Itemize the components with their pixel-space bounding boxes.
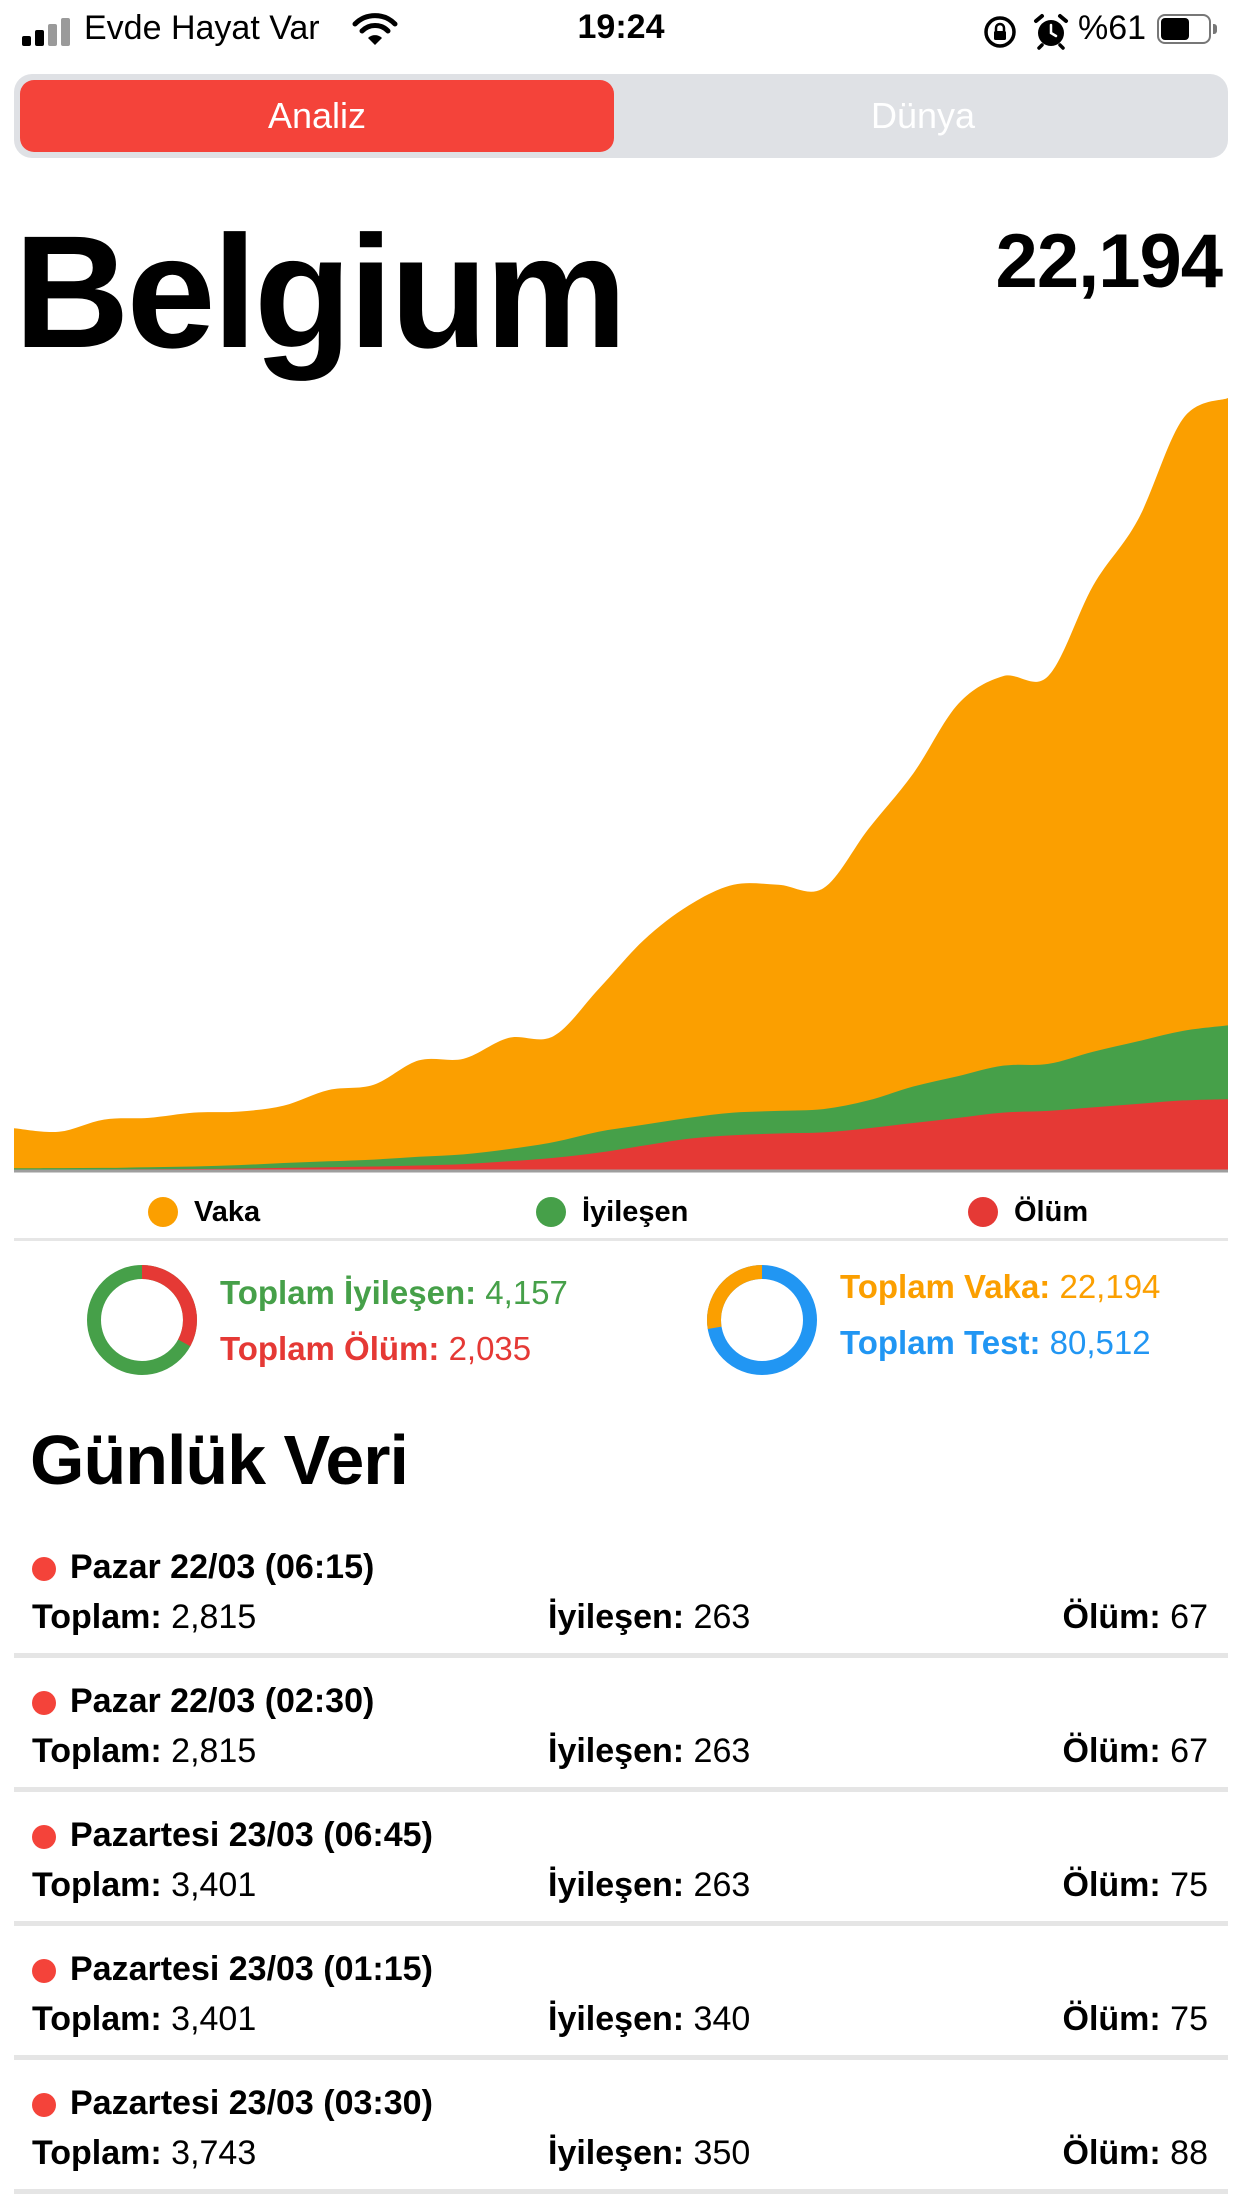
- row-deaths: Ölüm: 75: [1062, 1866, 1209, 1904]
- legend-vaka-dot: [148, 1197, 178, 1227]
- total-cases-label: Toplam Vaka:: [840, 1268, 1051, 1305]
- area-olum: [14, 1099, 1228, 1170]
- row-separator: [14, 1653, 1228, 1658]
- row-date: Pazar 22/03 (02:30): [70, 1682, 375, 1720]
- status-dot: [32, 1691, 56, 1715]
- battery-icon: [1157, 14, 1219, 46]
- cases-tests-donut: [707, 1265, 817, 1375]
- tab-dunya[interactable]: Dünya: [870, 95, 976, 136]
- status-dot: [32, 1959, 56, 1983]
- total-deaths: Toplam Ölüm: 2,035: [220, 1330, 531, 1368]
- legend-olum-dot: [968, 1197, 998, 1227]
- recovered-deaths-donut: [87, 1265, 197, 1375]
- row-recovered: İyileşen: 350: [548, 2134, 751, 2172]
- row-total: Toplam: 3,401: [32, 1866, 257, 1904]
- row-date: Pazartesi 23/03 (03:30): [70, 2084, 433, 2122]
- total-recovered: Toplam İyileşen: 4,157: [220, 1274, 568, 1312]
- status-dot: [32, 1557, 56, 1581]
- alarm-icon: [1034, 14, 1068, 50]
- daily-row[interactable]: Pazar 22/03 (02:30) Toplam: 2,815 İyileş…: [0, 1658, 1242, 1792]
- row-recovered: İyileşen: 263: [548, 1732, 751, 1770]
- row-total: Toplam: 3,743: [32, 2134, 257, 2172]
- row-deaths: Ölüm: 75: [1062, 2000, 1209, 2038]
- chart-legend: Vaka İyileşen Ölüm: [0, 1182, 1242, 1242]
- row-date: Pazartesi 23/03 (01:15): [70, 1950, 433, 1988]
- row-date: Pazartesi 23/03 (06:45): [70, 1816, 433, 1854]
- legend-olum: Ölüm: [968, 1190, 1088, 1234]
- legend-iyilesen: İyileşen: [536, 1190, 688, 1234]
- cases-area-chart: [14, 398, 1228, 1173]
- legend-iyilesen-dot: [536, 1197, 566, 1227]
- status-bar: Evde Hayat Var 19:24 %61: [0, 0, 1242, 66]
- total-deaths-label: Toplam Ölüm:: [220, 1330, 440, 1367]
- row-separator: [14, 1921, 1228, 1926]
- total-deaths-value: 2,035: [448, 1330, 532, 1367]
- row-deaths: Ölüm: 67: [1062, 1732, 1209, 1770]
- total-tests: Toplam Test: 80,512: [840, 1324, 1151, 1362]
- row-recovered: İyileşen: 340: [548, 2000, 751, 2038]
- divider: [14, 1238, 1228, 1241]
- row-separator: [14, 1787, 1228, 1792]
- daily-row[interactable]: Pazartesi 23/03 (06:45) Toplam: 3,401 İy…: [0, 1792, 1242, 1926]
- row-total: Toplam: 2,815: [32, 1732, 257, 1770]
- total-cases-value: 22,194: [1059, 1268, 1161, 1305]
- donut-deaths-segment: [87, 1265, 197, 1375]
- daily-row[interactable]: Pazartesi 23/03 (01:15) Toplam: 3,401 İy…: [0, 1926, 1242, 2060]
- daily-row[interactable]: Pazar 22/03 (06:15) Toplam: 2,815 İyileş…: [0, 1524, 1242, 1658]
- legend-iyilesen-label: İyileşen: [582, 1195, 689, 1228]
- total-cases: 22,194: [995, 219, 1223, 304]
- legend-vaka: Vaka: [148, 1190, 260, 1234]
- total-tests-label: Toplam Test:: [840, 1324, 1041, 1361]
- row-total: Toplam: 2,815: [32, 1598, 257, 1636]
- legend-vaka-label: Vaka: [194, 1195, 261, 1228]
- status-time: 19:24: [577, 8, 665, 46]
- country-title: Belgium: [14, 202, 627, 381]
- status-dot: [32, 2093, 56, 2117]
- wifi-icon: [352, 13, 398, 45]
- total-tests-value: 80,512: [1049, 1324, 1151, 1361]
- row-total: Toplam: 3,401: [32, 2000, 257, 2038]
- daily-row[interactable]: Pazartesi 23/03 (03:30) Toplam: 3,743 İy…: [0, 2060, 1242, 2194]
- total-recovered-label: Toplam İyileşen:: [220, 1274, 477, 1311]
- tab-analiz[interactable]: Analiz: [20, 80, 614, 152]
- daily-data-title: Günlük Veri: [30, 1421, 409, 1499]
- carrier-name: Evde Hayat Var: [84, 9, 320, 47]
- row-date: Pazar 22/03 (06:15): [70, 1548, 375, 1586]
- row-recovered: İyileşen: 263: [548, 1598, 751, 1636]
- legend-olum-label: Ölüm: [1014, 1195, 1089, 1228]
- row-deaths: Ölüm: 88: [1062, 2134, 1209, 2172]
- donut-cases-segment: [707, 1265, 817, 1375]
- row-separator: [14, 2189, 1228, 2194]
- battery-percentage: %61: [1078, 9, 1147, 47]
- row-separator: [14, 2055, 1228, 2060]
- total-recovered-value: 4,157: [485, 1274, 568, 1311]
- segmented-control: Analiz Dünya: [14, 74, 1228, 158]
- area-vaka: [14, 398, 1228, 1170]
- signal-icon: [22, 16, 74, 46]
- status-dot: [32, 1825, 56, 1849]
- row-deaths: Ölüm: 67: [1062, 1598, 1209, 1636]
- rotation-lock-icon: [984, 16, 1016, 48]
- row-recovered: İyileşen: 263: [548, 1866, 751, 1904]
- total-cases-stat: Toplam Vaka: 22,194: [840, 1268, 1160, 1306]
